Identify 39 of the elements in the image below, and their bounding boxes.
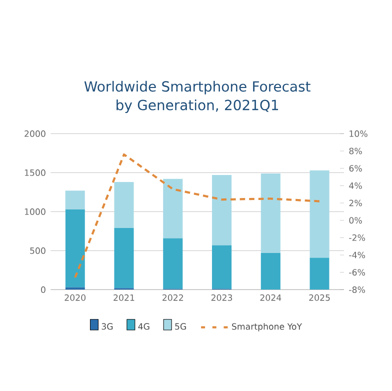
- line-series: [74, 153, 321, 279]
- y2-tick-label: 4%: [349, 182, 362, 189]
- y2-tick-label: -2%: [349, 234, 366, 241]
- y2-tick-label: 8%: [349, 148, 362, 154]
- bar: [260, 253, 280, 290]
- legend-label: 3G: [102, 323, 113, 330]
- y2-tick-label: -8%: [349, 286, 366, 293]
- bar: [163, 238, 183, 289]
- x-tick-label: 2025: [309, 294, 330, 301]
- y-tick-label: 1000: [24, 208, 46, 215]
- bar: [310, 170, 330, 258]
- x-tick-label: 2022: [162, 294, 183, 301]
- x-tick-label: 2021: [114, 294, 134, 301]
- x-tick-label: 2024: [260, 294, 282, 301]
- y2-tick-label: 6%: [349, 165, 362, 172]
- bar: [65, 209, 85, 288]
- bar: [65, 190, 85, 210]
- y-tick-label: 1500: [24, 169, 46, 176]
- bar: [260, 173, 280, 254]
- legend-label: 5G: [175, 323, 186, 330]
- bar: [310, 258, 330, 290]
- legend-label: Smartphone YoY: [232, 323, 302, 332]
- bar: [212, 245, 232, 289]
- y2-tick-label: -6%: [349, 269, 366, 276]
- bar: [114, 228, 134, 288]
- bar: [163, 178, 183, 238]
- chart-title: Worldwide Smartphone Forecast by Generation, 2021Q1: [84, 80, 310, 113]
- y2-tick-label: -4%: [349, 252, 366, 258]
- bar: [114, 182, 134, 228]
- y-tick-label: 0: [41, 286, 46, 293]
- x-tick-label: 2020: [64, 294, 86, 301]
- legend-label: 4G: [138, 323, 150, 330]
- y2-tick-label: 2%: [349, 200, 362, 206]
- y2-tick-label: 10%: [350, 130, 368, 137]
- y-tick-label: 2000: [24, 130, 46, 137]
- bar: [212, 175, 232, 246]
- y2-tick-label: 0%: [349, 217, 362, 224]
- y-tick-label: 500: [30, 247, 46, 254]
- x-tick-label: 2023: [211, 294, 232, 301]
